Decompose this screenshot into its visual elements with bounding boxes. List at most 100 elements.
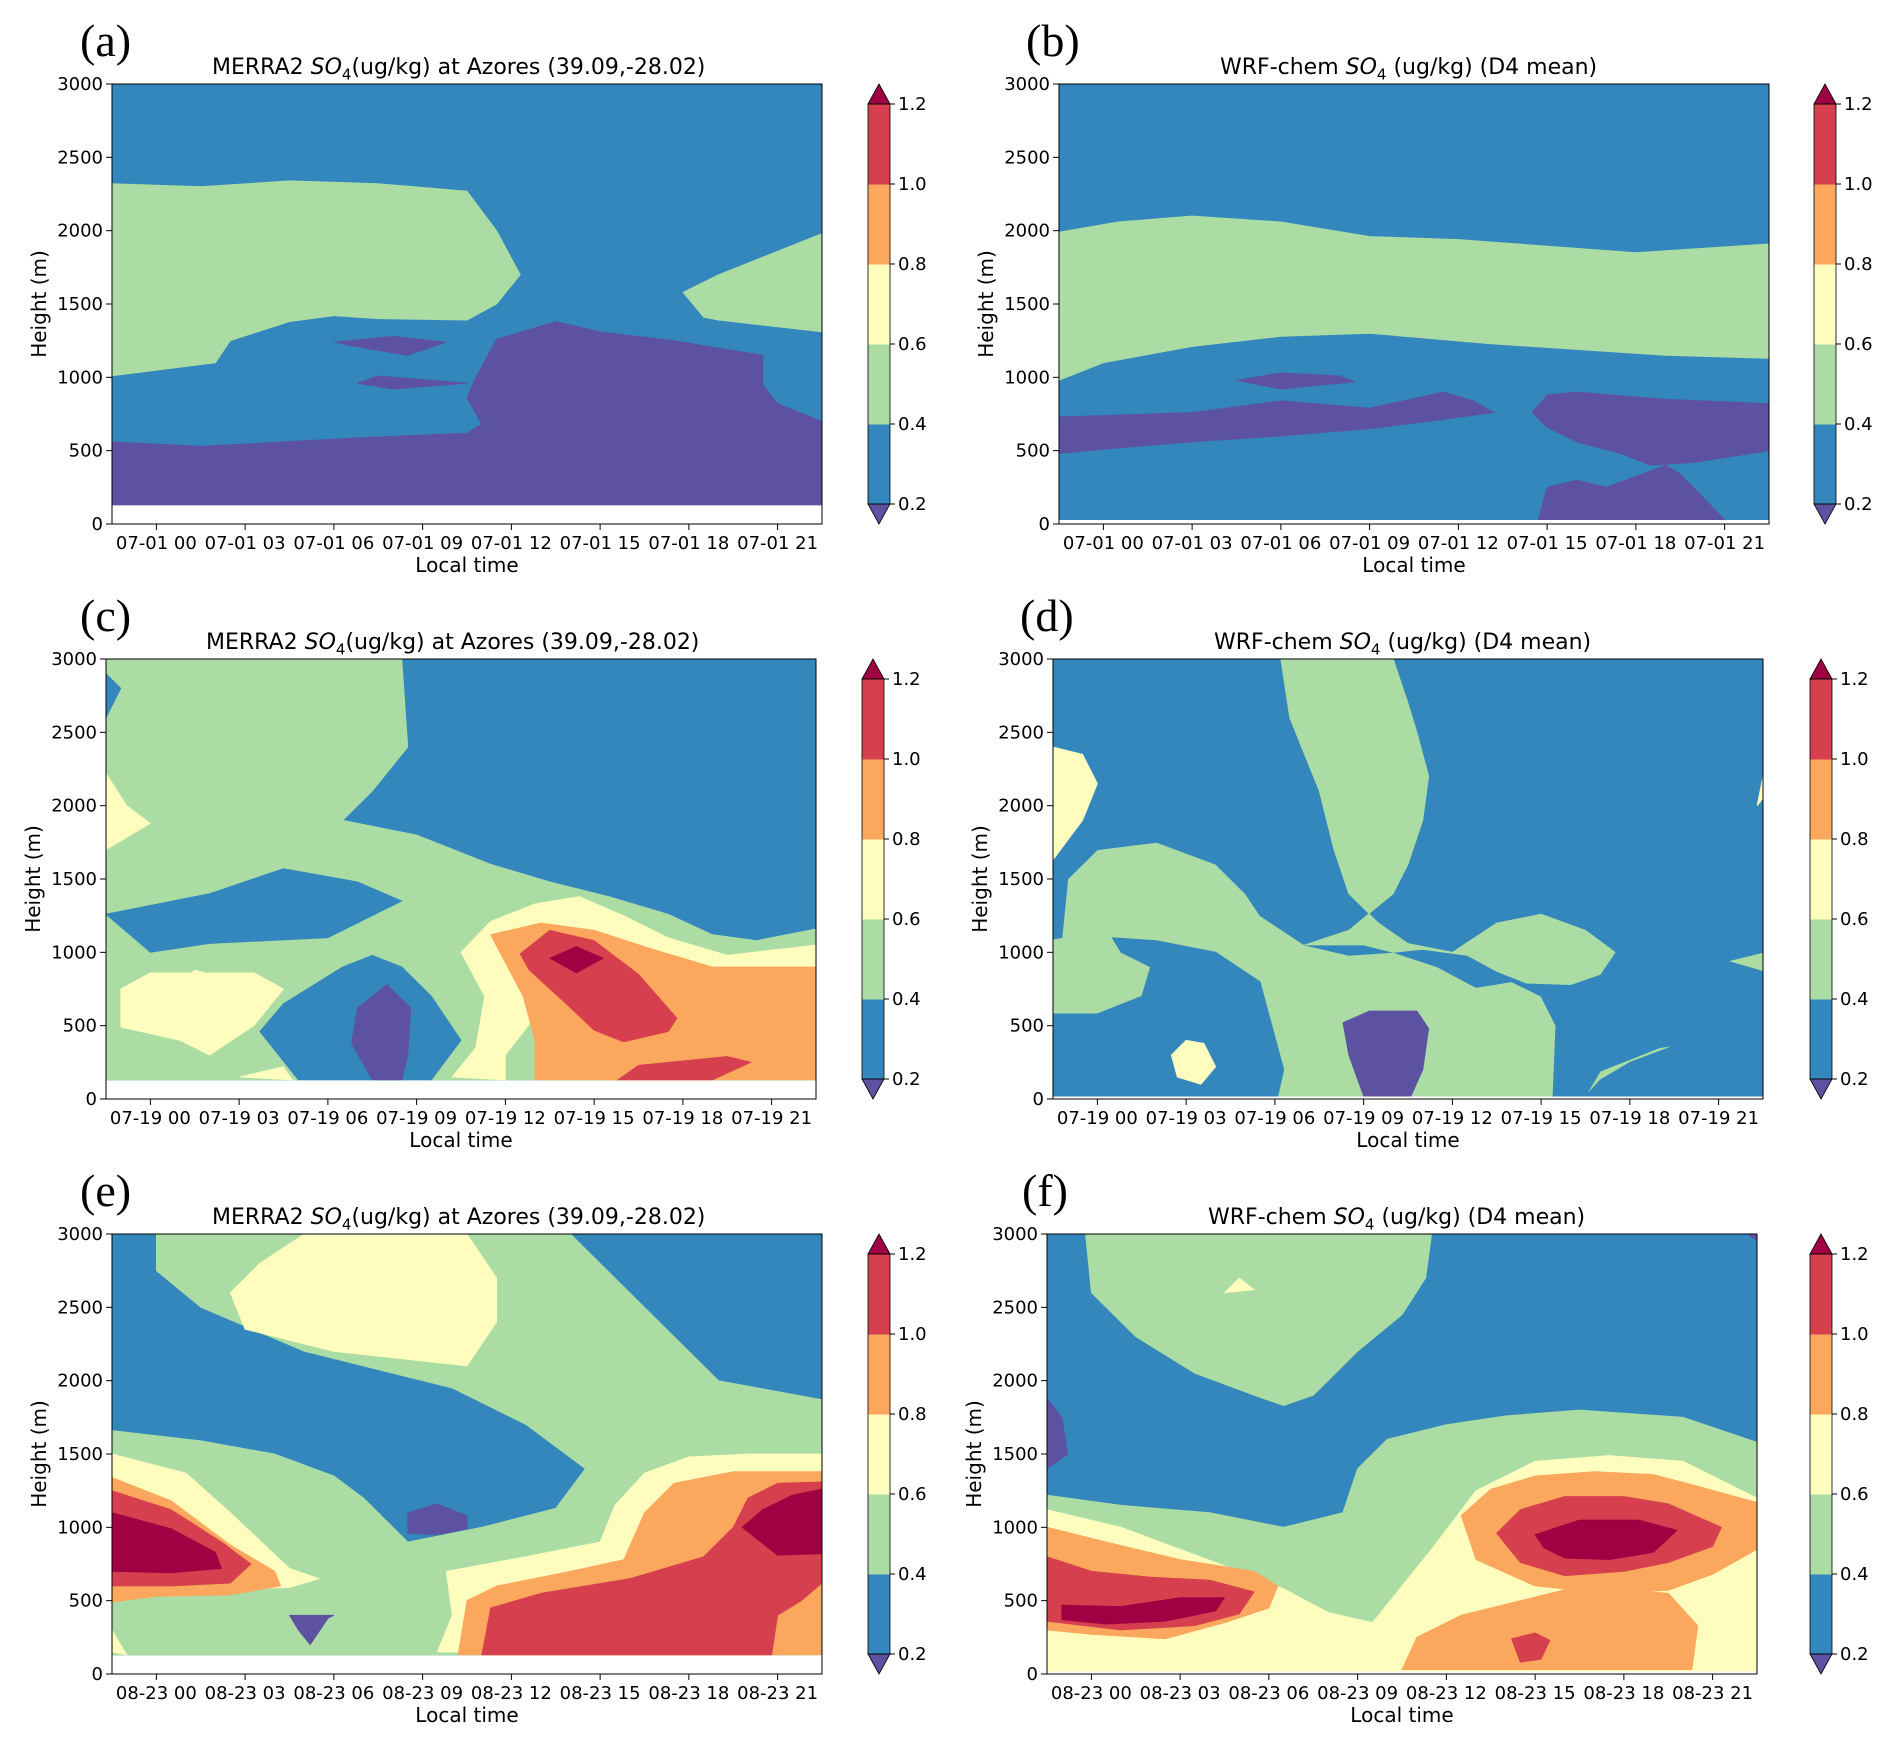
x-tick-label: 07-01 09 xyxy=(382,533,463,554)
x-tick-label: 08-23 18 xyxy=(648,1683,729,1704)
contour-region xyxy=(1061,1597,1226,1625)
y-axis-label: Height (m) xyxy=(974,250,998,358)
contour-region xyxy=(112,1629,128,1656)
x-tick-label: 07-19 18 xyxy=(642,1108,723,1129)
colorbar-tick-label: 0.6 xyxy=(1840,1484,1869,1505)
title-prefix: WRF-chem xyxy=(1220,55,1346,80)
x-tick-label: 07-19 12 xyxy=(465,1108,546,1129)
panel-letter: (c) xyxy=(80,590,132,641)
plot-area: 0 500 1000 1500 2000 2500 3000 07-01 00 07-01 03… xyxy=(27,74,927,577)
colorbar-segment xyxy=(1810,1254,1832,1335)
y-tick-label: 3000 xyxy=(992,1224,1038,1245)
y-tick-label: 2000 xyxy=(992,1371,1038,1392)
colorbar-segment xyxy=(1810,919,1832,1000)
panel-letter: (b) xyxy=(1026,15,1080,66)
colorbar-tick-label: 0.8 xyxy=(898,254,927,275)
y-tick-label: 1000 xyxy=(998,942,1044,963)
contour-region xyxy=(682,233,822,333)
colorbar-extend-max xyxy=(1809,658,1833,680)
y-tick-label: 1500 xyxy=(51,869,97,890)
y-tick-label: 3000 xyxy=(57,1224,103,1245)
colorbar-tick-label: 0.4 xyxy=(892,989,921,1010)
panel-c: (c) MERRA2 SO4(ug/kg) at Azores (39.09,-… xyxy=(0,575,946,1153)
x-tick-label: 07-19 03 xyxy=(199,1108,280,1129)
x-tick-label: 07-19 21 xyxy=(731,1108,812,1129)
title-prefix: WRF-chem xyxy=(1208,1205,1334,1230)
y-tick-label: 0 xyxy=(92,1664,103,1685)
colorbar-tick-label: 0.8 xyxy=(1844,254,1873,275)
x-tick-label: 07-19 09 xyxy=(1323,1108,1404,1129)
y-axis-label: Height (m) xyxy=(21,825,45,933)
y-tick-label: 2500 xyxy=(51,722,97,743)
plot-area: 0 500 1000 1500 2000 2500 3000 07-19 00 07-19 03… xyxy=(21,649,921,1152)
colorbar-tick-label: 0.4 xyxy=(898,414,927,435)
x-tick-label: 07-19 00 xyxy=(1057,1108,1138,1129)
plot-area: 0 500 1000 1500 2000 2500 3000 07-01 00 07-01 03… xyxy=(974,74,1873,577)
colorbar: 0.2 0.4 0.6 0.8 1.0 1.2 xyxy=(1813,83,1873,525)
panel-f: (f) WRF-chem SO4 (ug/kg) (D4 mean) 0 500 1… xyxy=(946,1150,1892,1741)
contour-region xyxy=(288,1614,335,1646)
contour-region xyxy=(800,966,816,986)
colorbar-extend-max xyxy=(867,1233,891,1255)
plot-area: 0 500 1000 1500 2000 2500 3000 07-19 00 07-19 03… xyxy=(968,649,1869,1152)
y-tick-label: 0 xyxy=(1033,1089,1044,1110)
x-tick-label: 07-01 06 xyxy=(1240,533,1321,554)
colorbar-segment xyxy=(868,344,890,425)
colorbar-tick-label: 0.2 xyxy=(892,1069,921,1090)
colorbar: 0.2 0.4 0.6 0.8 1.0 1.2 xyxy=(1809,658,1869,1100)
colorbar-extend-min xyxy=(1809,1078,1833,1100)
y-tick-label: 1500 xyxy=(998,869,1044,890)
colorbar: 0.2 0.4 0.6 0.8 1.0 1.2 xyxy=(1809,1233,1869,1675)
title-subscript: 4 xyxy=(335,640,346,659)
x-tick-label: 07-01 03 xyxy=(1152,533,1233,554)
colorbar-segment xyxy=(868,1574,890,1655)
colorbar-tick-label: 0.4 xyxy=(1844,414,1873,435)
panel-title: WRF-chem SO4 (ug/kg) (D4 mean) xyxy=(1220,57,1597,82)
contour-group xyxy=(106,659,816,1081)
x-tick-label: 08-23 12 xyxy=(1406,1683,1487,1704)
title-suffix: (ug/kg) (D4 mean) xyxy=(1386,55,1598,80)
x-tick-label: 08-23 00 xyxy=(1051,1683,1132,1704)
colorbar-tick-label: 0.2 xyxy=(1840,1644,1869,1665)
colorbar: 0.2 0.4 0.6 0.8 1.0 1.2 xyxy=(867,1233,927,1675)
x-tick-label: 07-19 21 xyxy=(1678,1108,1759,1129)
colorbar-segment xyxy=(1810,1574,1832,1655)
colorbar-segment xyxy=(868,184,890,265)
x-axis-label: Local time xyxy=(415,1703,518,1727)
contour-region xyxy=(616,1056,753,1081)
y-tick-label: 500 xyxy=(1004,1591,1038,1612)
plot-area: 0 500 1000 1500 2000 2500 3000 08-23 00 08-23 03… xyxy=(962,1224,1869,1727)
colorbar-tick-label: 0.8 xyxy=(898,1404,927,1425)
x-tick-label: 08-23 09 xyxy=(1317,1683,1398,1704)
title-prefix: WRF-chem xyxy=(1214,630,1340,655)
y-axis-label: Height (m) xyxy=(27,250,51,358)
y-tick-label: 0 xyxy=(1039,514,1050,535)
title-species: SO xyxy=(1345,55,1377,80)
contour-region xyxy=(112,1512,223,1574)
colorbar-segment xyxy=(1814,344,1836,425)
y-tick-label: 500 xyxy=(1016,441,1050,462)
title-subscript: 4 xyxy=(1376,65,1387,84)
plot-area: 0 500 1000 1500 2000 2500 3000 08-23 00 08-23 03… xyxy=(27,1224,927,1727)
colorbar-tick-label: 0.6 xyxy=(1840,909,1869,930)
x-tick-label: 07-19 06 xyxy=(1234,1108,1315,1129)
y-tick-label: 1000 xyxy=(57,1517,103,1538)
panel-b: (b) WRF-chem SO4 (ug/kg) (D4 mean) 0 500 1… xyxy=(946,0,1892,578)
y-tick-label: 1000 xyxy=(51,942,97,963)
colorbar-tick-label: 0.6 xyxy=(898,334,927,355)
contour-region xyxy=(1170,1039,1217,1085)
x-tick-label: 07-01 00 xyxy=(1063,533,1144,554)
colorbar-tick-label: 1.2 xyxy=(1844,94,1873,115)
panel-a: (a) MERRA2 SO4(ug/kg) at Azores (39.09,-… xyxy=(0,0,946,578)
y-tick-label: 0 xyxy=(1027,1664,1038,1685)
panel-e: (e) MERRA2 SO4(ug/kg) at Azores (39.09,-… xyxy=(0,1150,946,1741)
panel-d: (d) WRF-chem SO4 (ug/kg) (D4 mean) 0 500 1… xyxy=(946,575,1892,1153)
colorbar-segment xyxy=(1810,679,1832,760)
title-species: SO xyxy=(310,1205,342,1230)
title-suffix: (ug/kg) (D4 mean) xyxy=(1380,630,1592,655)
title-suffix: (ug/kg) at Azores (39.09,-28.02) xyxy=(351,55,706,80)
contour-region xyxy=(1280,659,1616,986)
panel-title: MERRA2 SO4(ug/kg) at Azores (39.09,-28.0… xyxy=(206,632,699,657)
colorbar-tick-label: 1.2 xyxy=(898,94,927,115)
